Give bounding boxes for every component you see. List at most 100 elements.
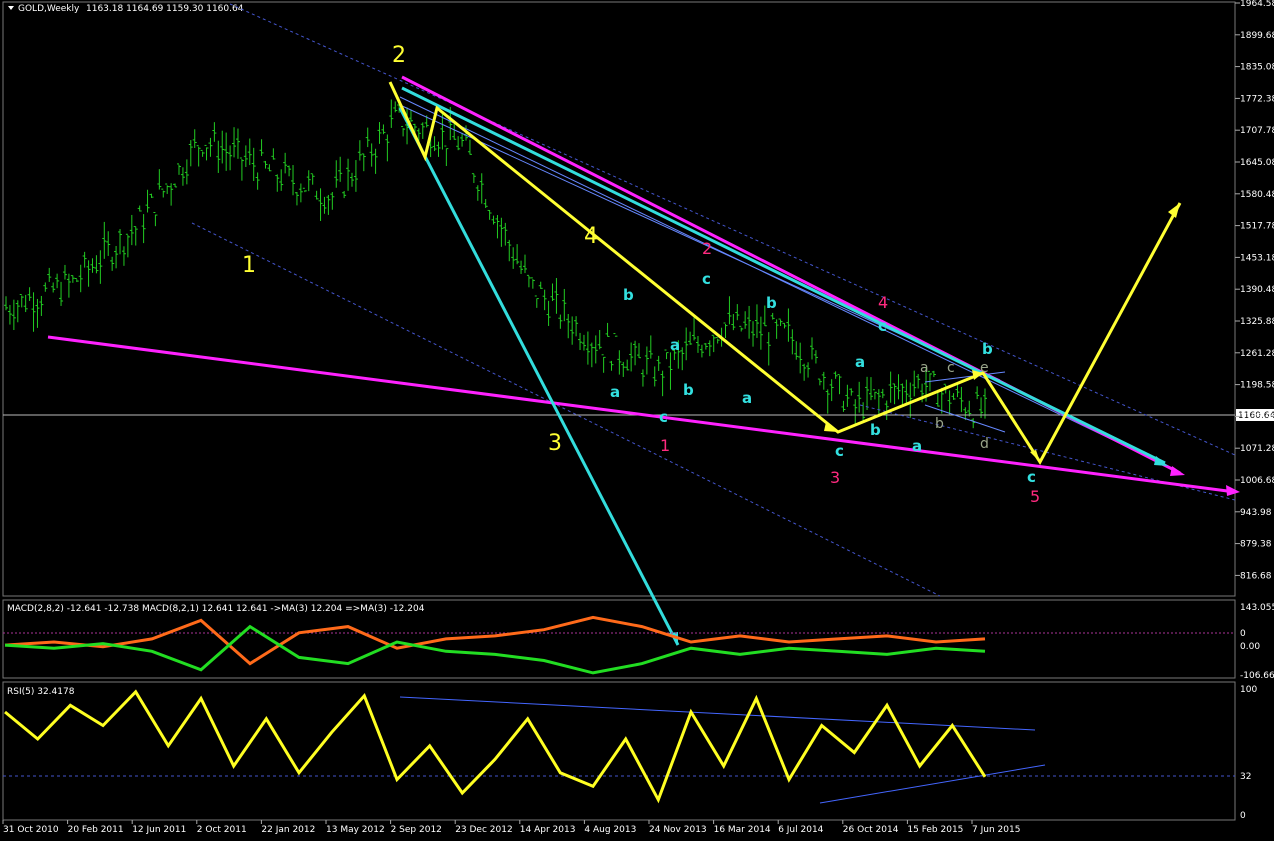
price-tick-label: 1580.48: [1240, 190, 1274, 200]
rsi-tick-label: 32: [1240, 772, 1251, 782]
symbol-dropdown-icon[interactable]: [8, 6, 14, 10]
time-tick-label: 31 Oct 2010: [3, 825, 59, 835]
macd-series-line: [4, 624, 986, 675]
wave-label-cyan-a3: a: [742, 389, 752, 407]
macd-tick-label: 143.055: [1240, 603, 1274, 613]
time-tick-label: 12 Jun 2011: [132, 825, 186, 835]
wave-label-grey-d: d: [980, 436, 989, 452]
macd-tick-label: 0: [1240, 629, 1246, 639]
price-tick-label: 1899.68: [1240, 31, 1274, 41]
wave-label-cyan-c3: c: [835, 442, 844, 460]
price-tick-label: 1835.08: [1240, 63, 1274, 73]
wave-label-cyan-c5: c: [1027, 468, 1036, 486]
arrowhead-yellow-3: [824, 422, 838, 432]
wave-label-yellow-2: 2: [392, 43, 406, 68]
wave-label-pink-2: 2: [702, 239, 712, 258]
wave-label-cyan-c4: c: [878, 317, 887, 335]
arrowhead-yellow-b: [972, 370, 983, 380]
wave-label-pink-4: 4: [878, 293, 888, 312]
wave-label-pink-3: 3: [830, 468, 840, 487]
rsi-trend-lower: [819, 764, 1046, 804]
time-tick-label: 4 Aug 2013: [584, 825, 636, 835]
macd-label: MACD(2,8,2) -12.641 -12.738 MACD(8,2,1) …: [7, 604, 425, 614]
price-tick-label: 1707.78: [1240, 126, 1274, 136]
arrowhead-magenta-2: [1170, 466, 1185, 476]
price-tick-label: 1133.98: [1240, 412, 1274, 422]
wave-label-cyan-c2: c: [702, 270, 711, 288]
price-tick-label: 1325.88: [1240, 317, 1274, 327]
arrowhead-cyan-1: [1154, 456, 1168, 466]
price-tick-label: 816.68: [1240, 571, 1272, 581]
price-tick-label: 879.38: [1240, 540, 1272, 550]
price-tick-label: 1517.78: [1240, 222, 1274, 232]
time-tick-label: 23 Dec 2012: [455, 825, 513, 835]
channel-lower-dashed: [191, 222, 941, 597]
current-price-box: [1236, 409, 1274, 421]
price-tick-label: 1071.28: [1240, 444, 1274, 454]
macd-series-line: [4, 615, 986, 666]
time-tick-label: 6 Jul 2014: [778, 825, 823, 835]
rsi-tick-label: 0: [1240, 811, 1246, 821]
time-tick-label: 2 Sep 2012: [391, 825, 442, 835]
rsi-label: RSI(5) 32.4178: [7, 687, 75, 697]
price-tick-label: 1645.08: [1240, 158, 1274, 168]
time-tick-label: 2 Oct 2011: [197, 825, 247, 835]
wave-label-cyan-a2: a: [670, 336, 680, 354]
wave-label-cyan-b3: b: [766, 294, 777, 312]
rsi-axis: 100 32 0: [1240, 685, 1257, 821]
time-axis: 31 Oct 2010 20 Feb 2011 12 Jun 2011 2 Oct 2…: [2, 820, 1020, 835]
wave-label-pink-1: 1: [660, 436, 670, 455]
wave-label-cyan-b2: b: [683, 381, 694, 399]
cyan-resistance-line: [401, 86, 1166, 465]
rsi-trend-upper: [399, 696, 1036, 731]
wave-label-yellow-1: 1: [242, 253, 256, 278]
time-tick-label: 22 Jan 2012: [261, 825, 315, 835]
symbol-label: GOLD,Weekly: [18, 4, 80, 14]
cyan-projection-line: [398, 107, 680, 646]
wave-label-grey-e: e: [980, 360, 989, 376]
time-tick-label: 24 Nov 2013: [649, 825, 707, 835]
rsi-series-line: [4, 689, 987, 804]
wave-label-pink-5: 5: [1030, 487, 1040, 506]
ohlc-values: 1163.18 1164.69 1159.30 1160.64: [86, 4, 244, 14]
time-tick-label: 15 Feb 2015: [907, 825, 963, 835]
price-tick-label: 1390.48: [1240, 285, 1274, 295]
price-axis: 1964.58 1899.68 1835.08 1772.38 1707.78 1645.…: [1235, 0, 1274, 581]
main-panel-frame: [2, 1, 1236, 597]
rsi-line: [4, 689, 987, 804]
macd-tick-label: 0.00: [1240, 642, 1260, 652]
macd-tick-label: -106.663: [1240, 671, 1274, 681]
price-tick-label: 943.98: [1240, 508, 1272, 518]
magenta-support-line: [47, 335, 1236, 494]
wave-label-cyan-a1: a: [610, 383, 620, 401]
triangle-upper: [924, 371, 1006, 383]
macd-axis: 143.055 0 0.00 -106.663: [1240, 603, 1274, 681]
macd-panel-frame: [2, 599, 1236, 679]
wave-label-cyan-b5: b: [982, 340, 993, 358]
price-tick-label: 1453.18: [1240, 253, 1274, 263]
arrowhead-yellow-up: [1168, 203, 1180, 218]
time-tick-label: 16 Mar 2014: [714, 825, 771, 835]
wave-label-grey-a: a: [920, 360, 929, 376]
wave-label-cyan-b1: b: [623, 286, 634, 304]
time-tick-label: 20 Feb 2011: [68, 825, 124, 835]
wave-label-yellow-4: 4: [584, 224, 598, 249]
arrowhead-yellow-5: [1030, 450, 1040, 462]
price-tick-label: 1772.38: [1240, 94, 1274, 104]
time-tick-label: 7 Jun 2015: [972, 825, 1020, 835]
price-tick-label: 1198.58: [1240, 381, 1274, 391]
arrowhead-magenta-1: [1226, 485, 1240, 496]
wave-label-grey-c: c: [947, 360, 955, 376]
price-bars: [4, 99, 987, 429]
wave-label-yellow-3: 3: [548, 431, 562, 456]
triangle-lower: [924, 404, 1006, 433]
price-tick-label: 1964.58: [1240, 0, 1274, 9]
time-tick-label: 14 Apr 2013: [520, 825, 576, 835]
time-tick-label: 13 May 2012: [326, 825, 385, 835]
time-tick-label: 26 Oct 2014: [843, 825, 899, 835]
channel-upper-dashed: [229, 3, 1236, 456]
rsi-panel-frame: [2, 681, 1236, 821]
wave-label-cyan-b4: b: [870, 421, 881, 439]
small-dashed-line: [859, 404, 1236, 501]
